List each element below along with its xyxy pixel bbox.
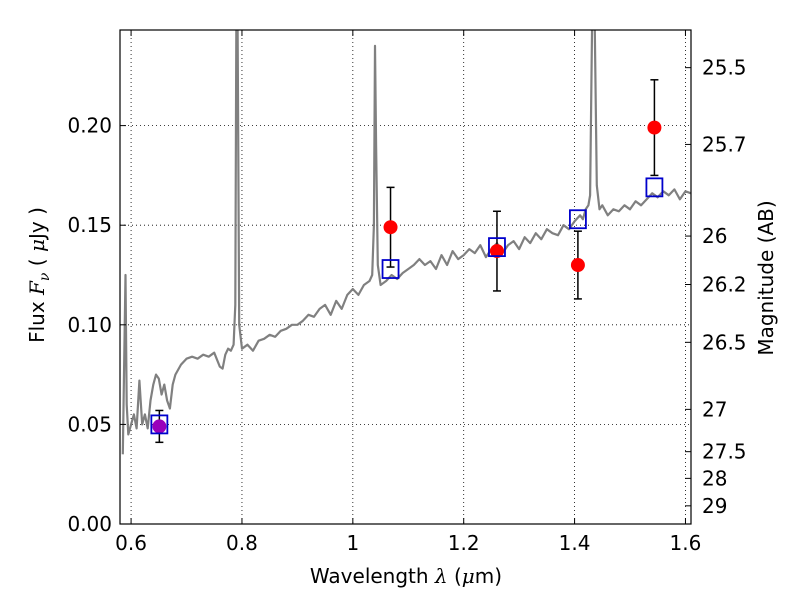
observed-flux-point (383, 220, 398, 235)
model-flux-point (381, 259, 400, 279)
model-flux-point (569, 209, 587, 230)
observed-flux-point (152, 419, 167, 434)
x-tick-label: 1.6 (670, 531, 702, 555)
y-tick-label: 0.20 (67, 114, 112, 138)
x-axis-title: Wavelength λ (μm) (310, 564, 502, 588)
y-tick-label: 0.10 (67, 313, 112, 337)
observed-flux-point (570, 258, 585, 273)
y2-tick-label: 27.5 (702, 440, 747, 464)
plot-frame (119, 29, 692, 525)
y2-tick-label: 25.7 (702, 132, 747, 156)
plot-series (121, 30, 691, 455)
x-tick-label: 0.6 (115, 531, 147, 555)
y2-tick-label: 26.2 (702, 273, 747, 297)
x-tick-label: 1.2 (448, 531, 480, 555)
y-tick-label: 0.15 (67, 213, 112, 237)
y2-tick-label: 27 (702, 397, 727, 421)
model-flux-point (488, 237, 506, 258)
x-tick-label: 0.8 (226, 531, 258, 555)
y2-tick-label: 26 (702, 224, 727, 248)
observed-flux-point (489, 244, 504, 259)
model-flux-point (150, 414, 169, 435)
y2-tick-label: 25.5 (702, 56, 747, 80)
model-flux-point (645, 177, 664, 198)
spectrum-line (121, 30, 691, 455)
observed-flux-point (647, 120, 662, 135)
y-tick-label: 0.05 (67, 412, 112, 436)
secondary-y-axis-title: Magnitude (AB) (754, 200, 778, 355)
y-axis-title: Flux Fν ( μJy ) (25, 207, 53, 343)
y2-tick-label: 26.5 (702, 330, 747, 354)
axis-tick-labels: 0.6 0.8 1 1.2 1.4 1.6 0.00 0.05 0.10 0.15 0.20 25.5… (67, 56, 746, 555)
axis-ticks (120, 30, 691, 525)
y2-tick-label: 28 (702, 466, 727, 490)
y2-tick-label: 29 (702, 494, 727, 518)
grid-lines (120, 30, 691, 524)
x-tick-label: 1.4 (559, 531, 591, 555)
y-tick-label: 0.00 (67, 512, 112, 536)
x-tick-label: 1 (346, 531, 359, 555)
